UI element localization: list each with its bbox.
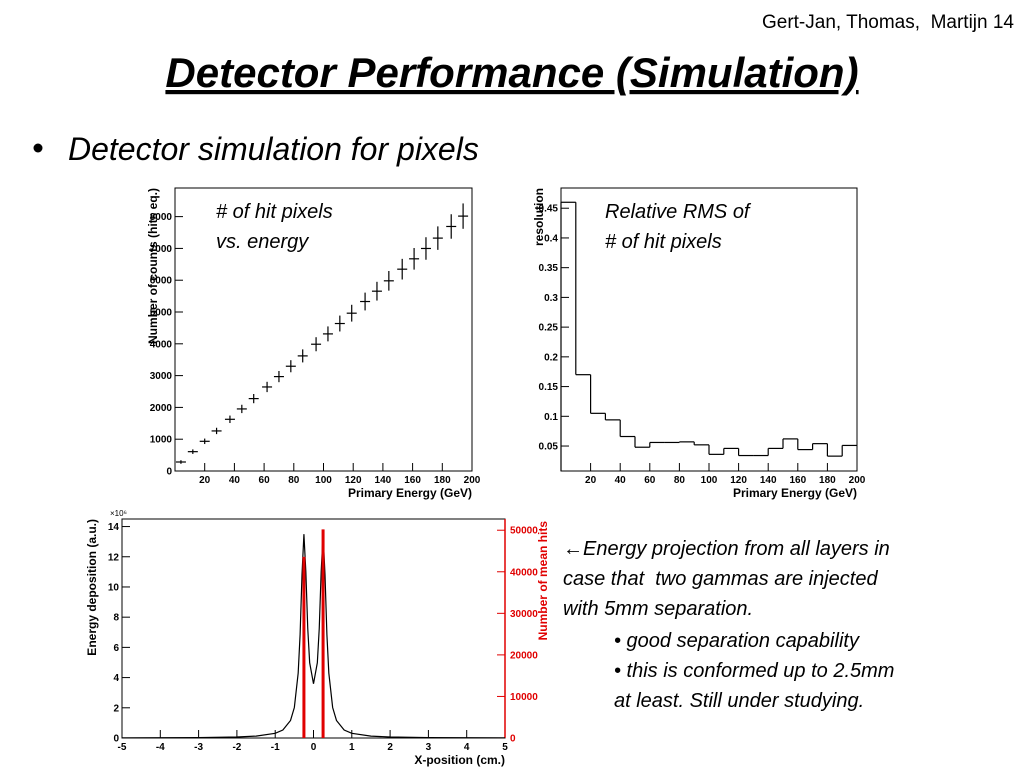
x-tick-label: 60 — [644, 475, 656, 486]
y-tick-label: 0.05 — [539, 442, 559, 453]
x-axis-label: Primary Energy (GeV) — [348, 486, 472, 500]
x-tick-label: 120 — [345, 475, 362, 486]
y-axis-label: Energy deposition (a.u.) — [85, 519, 99, 656]
hit-spike — [302, 556, 306, 738]
x-tick-label: 80 — [288, 475, 300, 486]
x-tick-label: 100 — [701, 475, 718, 486]
y-tick-label: 2 — [113, 703, 119, 714]
x-tick-label: 100 — [315, 475, 332, 486]
y-tick-label: 0.1 — [544, 412, 558, 423]
x-tick-label: 1 — [349, 742, 355, 753]
y-tick-label: 2000 — [150, 403, 173, 414]
caption-line: with 5mm separation. — [563, 598, 753, 620]
energy-curve — [121, 534, 506, 739]
x-tick-label: -5 — [118, 742, 127, 753]
chart: 20 40 60 80 100 120 140 160 180 200 0.05 0.1 0.15 0.2… — [532, 187, 866, 500]
y-tick-label: 10 — [108, 582, 120, 593]
x-tick-label: 3 — [426, 742, 432, 753]
chart: 20 40 60 80 100 120 140 160 180 20001000200030004… — [146, 187, 481, 500]
y-tick-label: 3000 — [150, 371, 173, 382]
x-axis-label: Primary Energy (GeV) — [733, 486, 857, 500]
x-tick-label: 80 — [674, 475, 686, 486]
title: Detector Performance (Simulation) — [165, 49, 858, 96]
x-tick-label: 2 — [387, 742, 393, 753]
x-tick-label: 0 — [311, 742, 317, 753]
x-tick-label: -3 — [194, 742, 203, 753]
y-tick-label: 7000 — [150, 244, 173, 255]
y-tick-label: 0.35 — [539, 263, 559, 274]
y2-axis-label: Number of mean hits — [536, 521, 550, 641]
x-tick-label: 200 — [464, 475, 481, 486]
y-multiplier: ×10⁶ — [110, 509, 127, 518]
y-tick-label: 0 — [113, 734, 119, 745]
x-tick-label: 40 — [229, 475, 241, 486]
y-tick-label: 6000 — [150, 276, 173, 287]
x-tick-label: 180 — [434, 475, 451, 486]
y-tick-label: 12 — [108, 552, 120, 563]
plot-frame — [560, 187, 858, 472]
plot-frame — [121, 518, 506, 739]
y-tick-label: 6 — [113, 643, 119, 654]
x-tick-label: 140 — [375, 475, 392, 486]
sub-bullet-line: • good separation capability — [614, 630, 860, 652]
annotation: # of hit pixels — [605, 231, 722, 253]
author: Gert-Jan, Thomas, Martijn 14 — [762, 12, 1014, 33]
y2-tick-label: 20000 — [510, 650, 538, 661]
x-tick-label: 160 — [789, 475, 806, 486]
x-tick-label: 40 — [615, 475, 627, 486]
y-tick-label: 1000 — [150, 435, 173, 446]
bullet: Detector simulation for pixels — [68, 131, 479, 167]
annotation: vs. energy — [216, 231, 309, 253]
y-tick-label: 8000 — [150, 212, 173, 223]
plot-frame — [174, 187, 473, 472]
x-tick-label: 60 — [259, 475, 271, 486]
x-tick-label: -2 — [232, 742, 241, 753]
x-tick-label: 120 — [730, 475, 747, 486]
x-tick-label: 20 — [199, 475, 211, 486]
x-tick-label: -4 — [156, 742, 165, 753]
x-tick-label: -1 — [271, 742, 280, 753]
y-tick-label: 0.3 — [544, 293, 558, 304]
y-tick-label: 0 — [166, 467, 172, 478]
caption-line: case that two gammas are injected — [563, 568, 878, 590]
y-tick-label: 5000 — [150, 308, 173, 319]
x-tick-label: 20 — [585, 475, 597, 486]
y2-tick-label: 10000 — [510, 692, 538, 703]
y-tick-label: 8 — [113, 613, 119, 624]
y2-tick-label: 40000 — [510, 567, 538, 578]
y-tick-label: 0.15 — [539, 382, 559, 393]
y-axis-label: resolution — [532, 188, 546, 246]
x-axis-label: X-position (cm.) — [414, 753, 505, 767]
y2-tick-label: 30000 — [510, 609, 538, 620]
sub-bullet-line: at least. Still under studying. — [614, 690, 864, 712]
hit-spike — [321, 529, 325, 738]
y-axis-label: Number of counts (hits eq.) — [146, 188, 160, 344]
bullet-dot — [33, 143, 43, 153]
sub-bullet-line: • this is conformed up to 2.5mm — [614, 660, 894, 682]
x-tick-label: 200 — [849, 475, 866, 486]
chart: -5 -4 -3 -2 -1 0 1 2 3 4 5024681012140100002000030… — [85, 509, 550, 767]
y-tick-label: 0.25 — [539, 323, 559, 334]
y2-tick-label: 50000 — [510, 526, 538, 537]
x-tick-label: 140 — [760, 475, 777, 486]
x-tick-label: 160 — [404, 475, 421, 486]
y-tick-label: 14 — [108, 522, 120, 533]
y2-tick-label: 0 — [510, 734, 516, 745]
y-tick-label: 4000 — [150, 339, 173, 350]
x-tick-label: 180 — [819, 475, 836, 486]
x-tick-label: 5 — [502, 742, 508, 753]
y-tick-label: 4 — [113, 673, 119, 684]
y-tick-label: 0.4 — [544, 233, 558, 244]
y-tick-label: 0.2 — [544, 352, 558, 363]
caption-line: ←Energy projection from all layers in — [563, 538, 890, 560]
annotation: # of hit pixels — [216, 201, 333, 223]
x-tick-label: 4 — [464, 742, 470, 753]
annotation: Relative RMS of — [605, 201, 752, 223]
y-tick-label: 0.45 — [539, 204, 559, 215]
